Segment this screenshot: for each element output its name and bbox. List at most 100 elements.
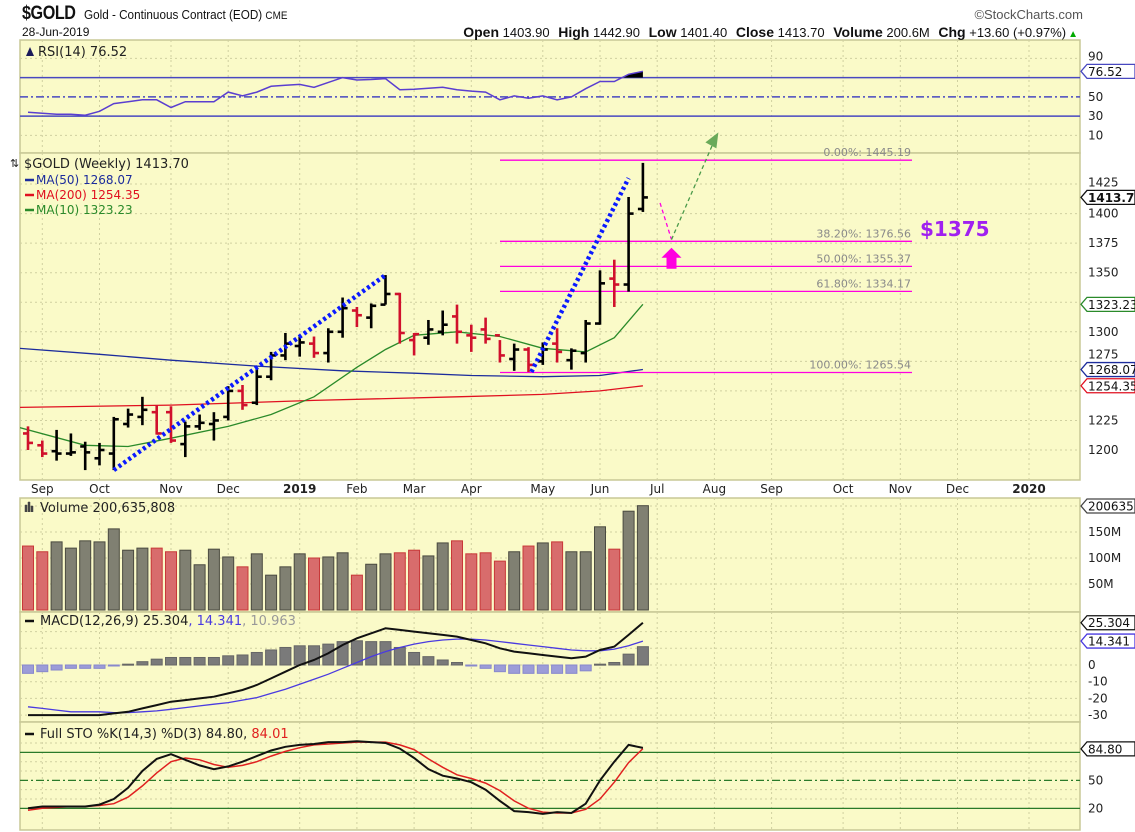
projection-down-line bbox=[659, 202, 673, 240]
volume-bar bbox=[179, 549, 192, 611]
ma50-line bbox=[20, 347, 643, 378]
ma10-line bbox=[20, 303, 644, 448]
close-label: Close bbox=[735, 24, 774, 40]
ma200-legend: MA(200) 1254.35 bbox=[36, 188, 140, 202]
month-label: Oct bbox=[833, 482, 854, 496]
volume-bar bbox=[451, 540, 463, 611]
volume-bar bbox=[107, 528, 120, 611]
volume-bar bbox=[22, 545, 34, 611]
price-panel bbox=[19, 152, 1081, 481]
month-label: 2020 bbox=[1012, 482, 1045, 496]
volume-bar bbox=[265, 574, 278, 611]
macd-histogram-bar bbox=[322, 643, 335, 666]
macd-histogram-bar bbox=[622, 653, 635, 666]
chart-date: 28-Jun-2019 bbox=[22, 25, 90, 39]
volume-bar bbox=[308, 557, 320, 611]
price-bar bbox=[552, 328, 563, 363]
price-close-tag: 1413.70 bbox=[1080, 189, 1135, 206]
macd-legend-part: , 10.963 bbox=[242, 614, 296, 629]
month-label: Dec bbox=[217, 482, 240, 496]
ma50-value-tag: 1268.07 bbox=[1080, 361, 1135, 378]
price-axis-label: 1275 bbox=[1088, 348, 1119, 362]
volume-bar bbox=[636, 505, 649, 611]
price-close-tag-text: 1413.70 bbox=[1088, 191, 1135, 205]
price-bar bbox=[80, 441, 91, 471]
macd-histogram-bar bbox=[236, 654, 249, 666]
price-bar bbox=[23, 426, 33, 450]
rsi-axis-label: 50 bbox=[1088, 90, 1103, 104]
macd-histogram-bar bbox=[222, 655, 235, 666]
change-value: +13.60 (+0.97%) bbox=[969, 25, 1067, 40]
month-label: Aug bbox=[703, 482, 726, 496]
volume-value-tag-text: 200635 bbox=[1088, 500, 1134, 514]
low-label: Low bbox=[648, 24, 677, 40]
volume-bar bbox=[551, 541, 564, 611]
price-bar bbox=[323, 328, 334, 363]
ma200-value-tag-text: 1254.35 bbox=[1088, 379, 1135, 393]
price-bar bbox=[566, 348, 577, 370]
volume-bar bbox=[336, 552, 349, 611]
volume-bar bbox=[408, 549, 421, 611]
volume-legend: Volume 200,635,808 bbox=[40, 501, 175, 516]
volume-bar bbox=[136, 547, 149, 611]
bar-chart-type-icon: ⇅ bbox=[10, 157, 19, 170]
price-bar bbox=[595, 270, 605, 325]
month-label: Oct bbox=[89, 482, 110, 496]
volume-bar bbox=[365, 563, 378, 611]
sto-legend-part: 84.01 bbox=[247, 727, 288, 742]
month-label: Feb bbox=[346, 482, 367, 496]
volume-bar bbox=[594, 526, 606, 611]
macd-histogram-bar bbox=[64, 664, 77, 669]
volume-value-tag: 200635 bbox=[1080, 498, 1135, 514]
macd-histogram-bar bbox=[579, 664, 592, 672]
macd-histogram-bar bbox=[422, 656, 435, 666]
macd-histogram-bar bbox=[79, 664, 92, 669]
macd-histogram-bar bbox=[150, 658, 163, 666]
price-bar bbox=[108, 416, 119, 471]
macd-histogram-bar bbox=[193, 656, 206, 666]
copyright-link[interactable]: ©StockCharts.com bbox=[974, 7, 1083, 22]
price-bar bbox=[366, 303, 377, 329]
macd-histogram-bar bbox=[308, 645, 320, 666]
price-bar bbox=[194, 414, 205, 430]
rsi-value-tag: 76.52 bbox=[1080, 63, 1135, 79]
volume-bar bbox=[93, 541, 106, 611]
exchange: CME bbox=[265, 10, 288, 22]
price-bar bbox=[65, 433, 76, 456]
vol-axis-label: 150M bbox=[1088, 525, 1121, 539]
price-bar bbox=[137, 396, 148, 426]
sto-value-tag: 84.80 bbox=[1080, 741, 1135, 757]
macd-histogram-bar bbox=[451, 661, 463, 666]
trend-line bbox=[112, 273, 387, 472]
volume-bar bbox=[236, 566, 249, 611]
rsi-legend: RSI(14) 76.52 bbox=[38, 45, 127, 60]
volume-bar bbox=[465, 553, 478, 611]
month-label: May bbox=[530, 482, 555, 496]
sto-legend: Full STO %K(14,3) %D(3) 84.80, 84.01 bbox=[40, 727, 289, 742]
macd-histogram-bar bbox=[608, 661, 621, 666]
price-legend: $GOLD (Weekly) 1413.70 bbox=[24, 157, 189, 172]
projection-arrowhead-icon bbox=[705, 132, 719, 149]
volume-bar bbox=[193, 564, 206, 611]
macd-histogram-bar bbox=[565, 664, 578, 674]
rsi-legend-icon bbox=[26, 47, 34, 56]
volume-bar bbox=[608, 548, 621, 611]
price-axis-label: 1300 bbox=[1088, 325, 1119, 339]
ma50-legend: MA(50) 1268.07 bbox=[36, 173, 133, 187]
vol-panel bbox=[19, 497, 1081, 613]
price-bar bbox=[37, 440, 48, 458]
volume-bar bbox=[379, 553, 392, 611]
macd-histogram-bar bbox=[365, 641, 378, 666]
month-label: 2019 bbox=[283, 482, 316, 496]
open-value: 1403.90 bbox=[502, 25, 550, 40]
open-label: Open bbox=[463, 24, 499, 40]
ma200-value-tag: 1254.35 bbox=[1080, 378, 1135, 394]
ma50-value-tag-text: 1268.07 bbox=[1088, 363, 1135, 377]
macd-histogram-bar bbox=[479, 664, 492, 669]
price-bar bbox=[609, 259, 620, 307]
fib-label: 38.20%: 1376.56 bbox=[816, 227, 911, 240]
volume-bar bbox=[64, 547, 77, 611]
month-label: Nov bbox=[159, 482, 182, 496]
volume-bar bbox=[579, 551, 592, 611]
